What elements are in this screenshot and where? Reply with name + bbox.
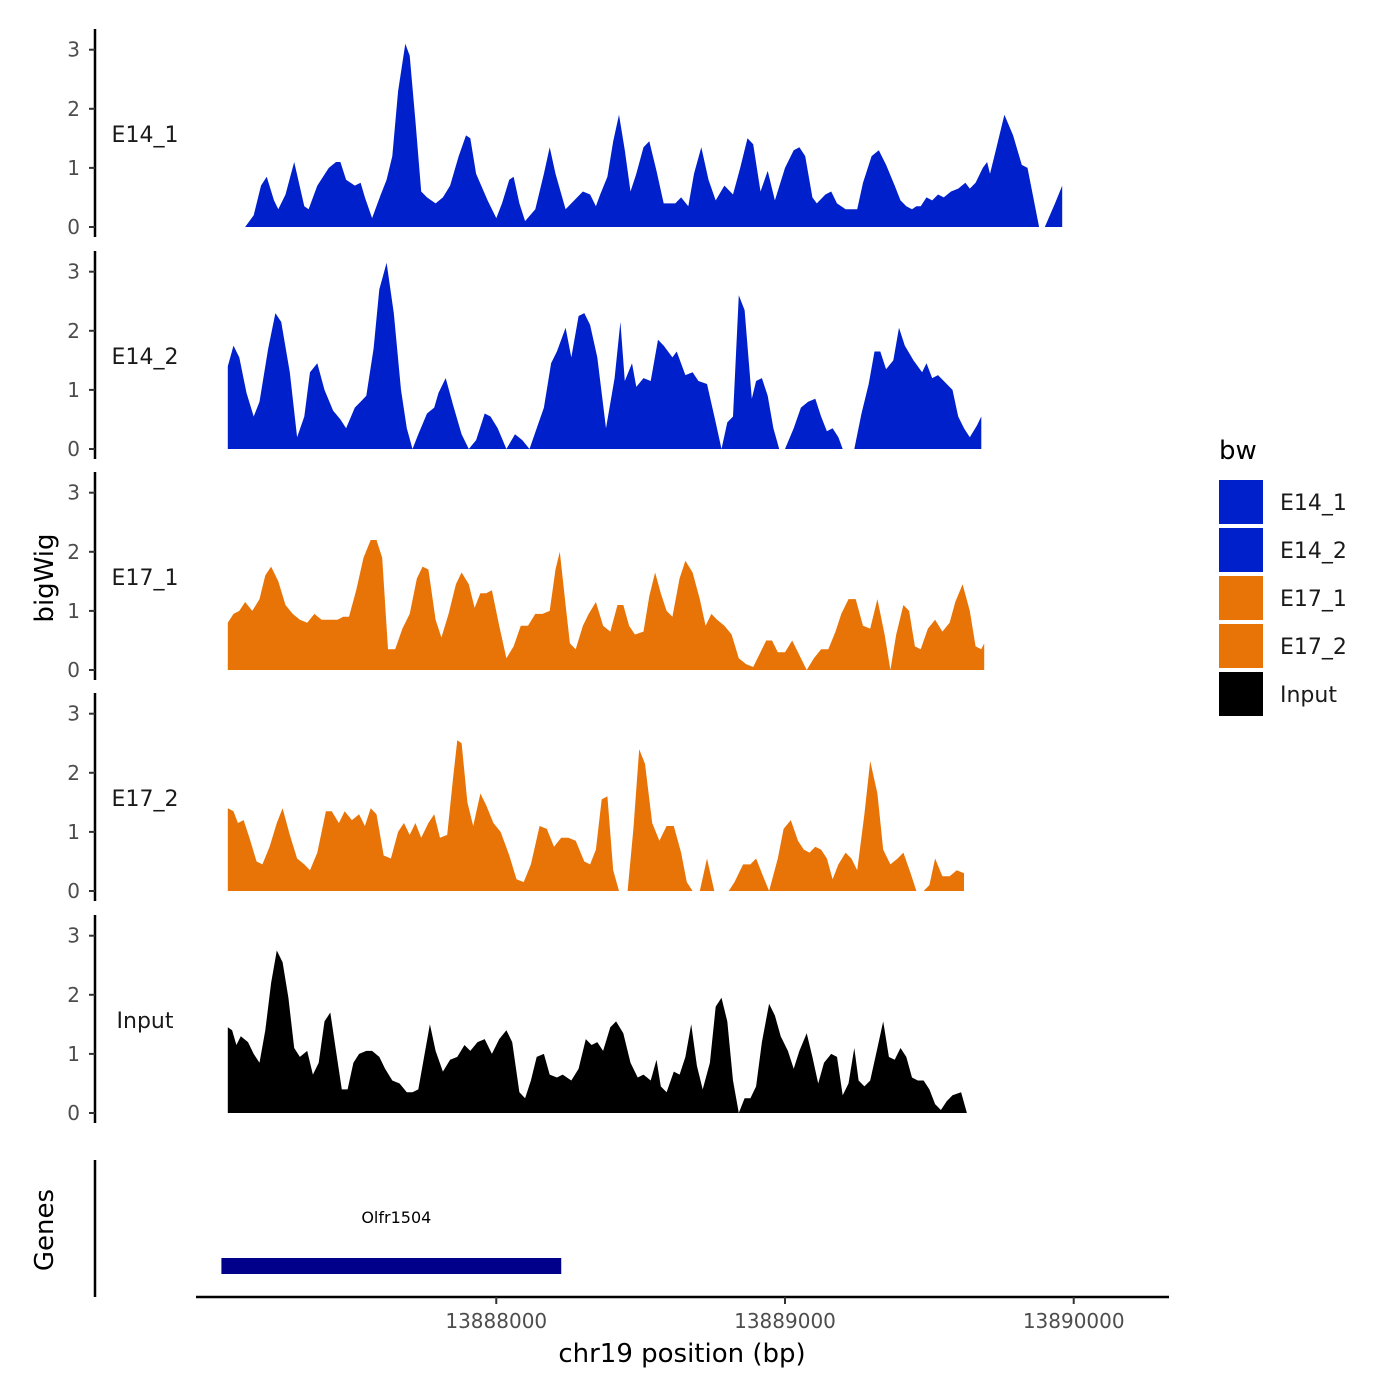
track-e17-2: 0 1 2 3 E17_2 [67, 692, 965, 903]
legend: bw E14_1 E14_2 E17_1 E17_2 Input [1219, 436, 1347, 716]
legend-swatch [1219, 672, 1263, 716]
y-tick-label: 0 [67, 658, 80, 682]
track-label: E14_2 [112, 345, 179, 370]
y-tick-label: 3 [67, 38, 80, 62]
x-tick-label: 13888000 [445, 1309, 547, 1333]
legend-swatch [1219, 576, 1263, 620]
y-tick-label: 1 [67, 156, 80, 180]
legend-title: bw [1219, 436, 1257, 466]
y-tick-label: 2 [67, 97, 80, 121]
track-e14-2: 0 1 2 3 E14_2 [67, 250, 982, 461]
x-axis-title: chr19 position (bp) [558, 1339, 805, 1369]
y-tick-label: 2 [67, 319, 80, 343]
track-label: Input [117, 1009, 174, 1034]
legend-label: E17_1 [1280, 587, 1347, 612]
gene-label: Olfr1504 [361, 1208, 431, 1227]
track-input: 0 1 2 3 Input [67, 914, 967, 1125]
coverage-area-e14-1 [245, 43, 1063, 227]
gene-track-title: Genes [30, 1189, 60, 1271]
legend-label: E17_2 [1280, 635, 1347, 660]
legend-swatch [1219, 528, 1263, 572]
y-tick-label: 2 [67, 761, 80, 785]
y-tick-label: 3 [67, 260, 80, 284]
y-tick-label: 1 [67, 378, 80, 402]
y-tick-label: 1 [67, 820, 80, 844]
y-tick-label: 0 [67, 879, 80, 903]
y-tick-label: 1 [67, 599, 80, 623]
y-tick-label: 2 [67, 540, 80, 564]
y-tick-label: 1 [67, 1042, 80, 1066]
legend-label: Input [1280, 683, 1337, 708]
track-e14-1: 0 1 2 3 E14_1 [67, 28, 1063, 239]
legend-label: E14_2 [1280, 539, 1347, 564]
track-label: E14_1 [112, 123, 179, 148]
x-tick-label: 13890000 [1023, 1309, 1125, 1333]
y-axis-title: bigWig [30, 533, 60, 622]
y-tick-label: 3 [67, 924, 80, 948]
y-tick-label: 2 [67, 983, 80, 1007]
track-label: E17_1 [112, 566, 179, 591]
coverage-area-e17-2 [227, 740, 965, 891]
gene-bar [221, 1258, 562, 1274]
coverage-area-e17-1 [227, 540, 985, 670]
x-axis: 13888000 13889000 13890000 [196, 1295, 1169, 1333]
y-tick-label: 0 [67, 215, 80, 239]
gene-track: Olfr1504 [93, 1160, 562, 1297]
coverage-area-input [227, 950, 967, 1113]
coverage-tracks: 0 1 2 3 E14_1 0 1 2 3 E14_2 0 1 2 3 E17_1 0 1 2 3 E17_2 0 1 2 3… [67, 28, 1063, 1125]
y-tick-label: 3 [67, 481, 80, 505]
legend-swatch [1219, 480, 1263, 524]
y-tick-label: 0 [67, 437, 80, 461]
track-e17-1: 0 1 2 3 E17_1 [67, 471, 985, 682]
legend-label: E14_1 [1280, 491, 1347, 516]
y-tick-label: 0 [67, 1101, 80, 1125]
legend-swatch [1219, 624, 1263, 668]
y-tick-label: 3 [67, 702, 80, 726]
x-tick-label: 13889000 [734, 1309, 836, 1333]
coverage-area-e14-2 [227, 262, 982, 449]
track-label: E17_2 [112, 787, 179, 812]
